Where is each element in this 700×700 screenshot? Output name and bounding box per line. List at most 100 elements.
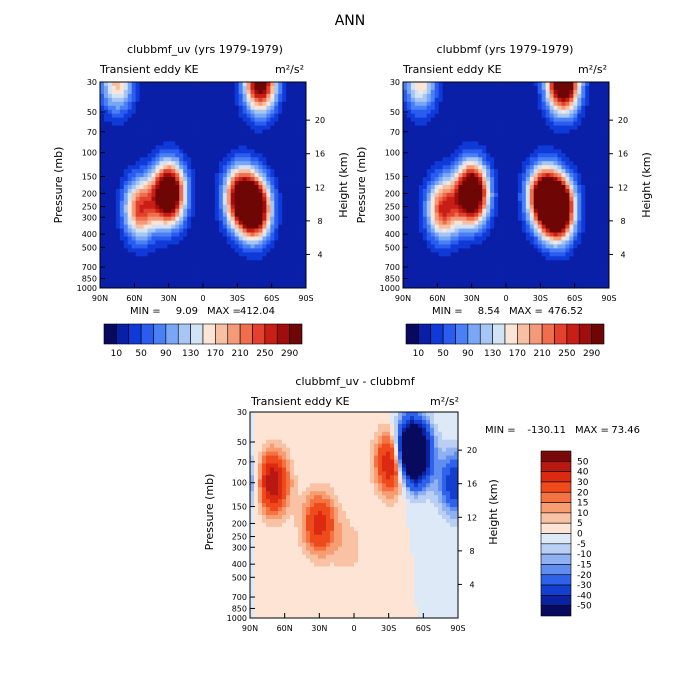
contour-cell — [183, 145, 188, 150]
contour-cell — [171, 224, 176, 229]
contour-cell — [258, 260, 263, 265]
contour-cell — [601, 97, 606, 103]
contour-cell — [123, 141, 129, 146]
contour-cell — [403, 212, 408, 218]
contour-cell — [258, 85, 263, 91]
contour-cell — [123, 228, 129, 233]
contour-cell — [199, 252, 204, 257]
contour-cell — [573, 117, 578, 123]
contour-cell — [107, 188, 113, 194]
contour-cell — [151, 200, 156, 206]
contour-cell — [517, 169, 523, 174]
contour-cell — [191, 181, 196, 186]
contour-cell — [525, 204, 531, 210]
contour-cell — [159, 89, 164, 95]
contour-cell — [286, 188, 291, 194]
contour-cell — [298, 169, 303, 174]
contour-cell — [298, 133, 303, 138]
contour-cell — [226, 240, 232, 245]
contour-cell — [147, 248, 152, 253]
contour-cell — [175, 117, 180, 123]
contour-cell — [206, 173, 212, 178]
contour-cell — [171, 93, 176, 99]
contour-cell — [430, 236, 436, 241]
contour-cell — [561, 101, 566, 107]
contour-cell — [290, 280, 295, 285]
contour-cell — [545, 161, 550, 166]
contour-cell — [107, 216, 113, 222]
contour-cell — [222, 133, 228, 138]
contour-cell — [406, 208, 412, 214]
contour-cell — [195, 113, 200, 119]
contour-cell — [282, 228, 287, 233]
contour-cell — [278, 192, 283, 198]
contour-cell — [466, 121, 471, 126]
contour-cell — [218, 284, 224, 289]
contour-cell — [171, 82, 176, 87]
contour-cell — [557, 185, 562, 190]
contour-cell — [294, 121, 299, 126]
contour-cell — [430, 109, 436, 115]
contour-cell — [517, 204, 523, 210]
contour-cell — [242, 276, 247, 281]
contour-cell — [246, 121, 251, 126]
contour-cell — [119, 153, 125, 158]
contour-cell — [278, 260, 283, 265]
contour-cell — [210, 252, 216, 257]
contour-cell — [589, 101, 594, 107]
contour-cell — [450, 89, 455, 95]
contour-cell — [107, 181, 113, 186]
contour-cell — [290, 145, 295, 150]
contour-cell — [171, 212, 176, 218]
contour-cell — [502, 109, 507, 115]
contour-cell — [486, 109, 491, 115]
contour-cell — [100, 117, 105, 123]
contour-cell — [470, 216, 475, 222]
contour-cell — [270, 85, 275, 91]
contour-cell — [119, 173, 125, 178]
contour-cell — [127, 161, 133, 166]
contour-cell — [254, 224, 259, 229]
contour-cell — [195, 244, 200, 249]
contour-cell — [254, 125, 259, 130]
contour-cell — [545, 220, 550, 226]
contour-cell — [601, 188, 606, 194]
contour-cell — [175, 137, 180, 142]
contour-cell — [553, 145, 558, 150]
contour-cell — [438, 177, 444, 182]
contour-cell — [119, 133, 125, 138]
contour-cell — [100, 82, 105, 87]
contour-cell — [155, 133, 160, 138]
contour-cell — [274, 117, 279, 123]
contour-cell — [414, 113, 420, 119]
contour-cell — [143, 268, 148, 273]
contour-cell — [478, 93, 483, 99]
contour-cell — [131, 272, 137, 277]
contour-cell — [521, 149, 527, 154]
contour-cell — [147, 145, 152, 150]
contour-cell — [167, 101, 172, 107]
contour-cell — [490, 129, 495, 134]
contour-cell — [478, 169, 483, 174]
contour-cell — [203, 220, 208, 226]
contour-cell — [458, 97, 463, 103]
contour-cell — [466, 228, 471, 233]
contour-cell — [107, 125, 113, 130]
contour-cell — [187, 161, 192, 166]
contour-cell — [517, 89, 523, 95]
contour-cell — [167, 109, 172, 115]
contour-cell — [434, 117, 440, 123]
contour-cell — [210, 196, 216, 202]
contour-cell — [119, 121, 125, 126]
contour-cell — [151, 129, 156, 134]
contour-cell — [438, 240, 444, 245]
contour-cell — [509, 177, 515, 182]
contour-cell — [274, 97, 279, 103]
contour-cell — [171, 129, 176, 134]
contour-cell — [446, 145, 451, 150]
contour-cell — [482, 125, 487, 130]
contour-cell — [286, 268, 291, 273]
contour-cell — [494, 244, 499, 249]
contour-cell — [214, 185, 220, 190]
contour-cell — [270, 177, 275, 182]
